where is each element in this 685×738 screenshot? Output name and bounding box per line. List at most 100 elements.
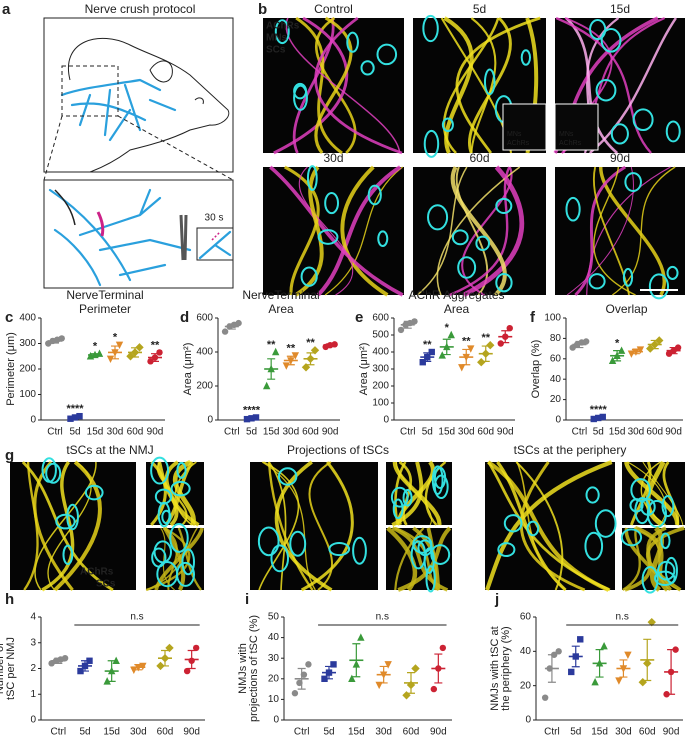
nmj (367, 184, 382, 206)
inset (502, 103, 547, 151)
legend-label: AChRs (80, 567, 114, 578)
data-point (430, 685, 438, 693)
chart-title: NerveTerminal (242, 288, 319, 302)
image-title: tSCs at the NMJ (66, 443, 153, 457)
error-bar (297, 667, 306, 690)
fiber (294, 165, 324, 297)
panel-letter: f (530, 309, 536, 326)
panel-letter: c (5, 309, 13, 326)
chart-title: Area (444, 302, 470, 316)
y-tick-label: 400 (196, 347, 213, 358)
x-tick-label: Ctrl (400, 427, 416, 438)
fiber (285, 17, 401, 154)
x-tick-label: 90d (663, 727, 680, 738)
nmj (161, 509, 172, 525)
x-tick-label: 5d (69, 427, 80, 438)
error-bar (613, 350, 622, 362)
axis-line (565, 318, 683, 421)
x-tick-label: 5d (593, 427, 604, 438)
y-axis-label: tSC per NMJ (5, 637, 17, 700)
fiber (316, 165, 402, 297)
y-tick-label: 40 (268, 632, 280, 643)
fiber (324, 166, 403, 296)
axis-line (40, 318, 165, 421)
error-bar (575, 340, 584, 349)
x-tick-label: Ctrl (544, 727, 560, 738)
data-point (300, 671, 308, 678)
image-label: 90d (610, 151, 630, 165)
nmj (589, 18, 607, 41)
fiber (589, 17, 677, 154)
nmj (270, 544, 290, 573)
significance-label: * (445, 322, 450, 334)
data-point (330, 661, 337, 668)
data-point (638, 678, 647, 687)
data-point (112, 656, 120, 664)
x-tick-label: 90d (322, 427, 339, 438)
y-axis-label: Area (μm²) (358, 343, 370, 396)
significance-label: ** (151, 339, 160, 351)
x-tick-label: Ctrl (51, 727, 67, 738)
data-point (165, 643, 174, 653)
significance-label: ** (267, 339, 276, 351)
data-point (115, 341, 124, 349)
nmj (423, 129, 440, 158)
data-point (438, 351, 446, 359)
x-tick-label: 90d (497, 427, 514, 438)
nmj (433, 474, 449, 500)
fiber (634, 525, 670, 592)
data-point (599, 413, 606, 421)
chart-title: Area (268, 302, 294, 316)
inset-label: MNs (507, 131, 522, 138)
x-tick-label: 15d (263, 427, 280, 438)
y-tick-label: 100 (544, 313, 561, 324)
fiber (300, 461, 354, 592)
y-tick-label: 30 (268, 653, 280, 664)
fiber (574, 165, 627, 297)
data-point (106, 355, 115, 363)
nmj (324, 191, 340, 215)
data-point (103, 677, 111, 685)
significance-label: * (615, 338, 620, 350)
axis-line (393, 318, 515, 421)
nmj (300, 266, 318, 287)
y-tick-label: 80 (550, 333, 562, 344)
micrograph (485, 462, 615, 590)
fiber (611, 166, 676, 296)
fiber (624, 526, 667, 592)
inset-label: MNs (559, 131, 574, 138)
panel-letter: g (5, 447, 14, 464)
data-point (126, 352, 135, 361)
fiber (314, 16, 403, 155)
y-tick-label: 2 (30, 663, 36, 674)
nmj (483, 68, 496, 96)
significance-label: * (93, 341, 98, 353)
data-point (357, 633, 365, 641)
fiber (599, 166, 666, 296)
y-axis-label: Perimeter (μm) (5, 332, 17, 406)
fiber (398, 460, 413, 526)
fiber (267, 461, 314, 591)
legend-label: SCs (96, 579, 116, 590)
nmj (433, 466, 447, 489)
data-point (663, 691, 670, 698)
data-point (674, 344, 682, 351)
error-bar (379, 665, 388, 684)
nmj (170, 480, 191, 497)
nmj (495, 273, 513, 293)
significance-label: ** (462, 336, 471, 348)
data-point (655, 336, 664, 345)
x-tick-label: 30d (107, 427, 124, 438)
data-point (636, 346, 645, 354)
x-tick-label: 15d (438, 427, 455, 438)
error-bar (442, 338, 451, 356)
fiber (622, 527, 641, 592)
y-tick-label: 20 (550, 394, 562, 405)
fiber (394, 461, 407, 526)
x-tick-label: 5d (570, 727, 581, 738)
data-point (130, 666, 138, 674)
data-point (591, 678, 599, 686)
image-title: tSCs at the periphery (514, 443, 627, 457)
fiber (416, 166, 468, 296)
data-point (497, 340, 504, 347)
